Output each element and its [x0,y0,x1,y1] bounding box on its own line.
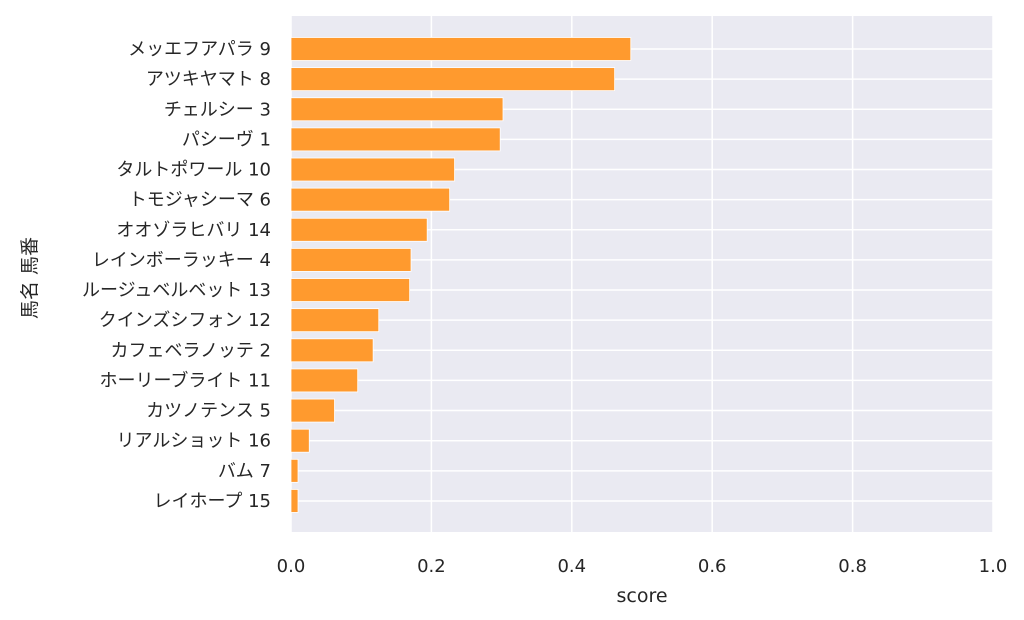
category-label: カツノテンス 5 [146,401,271,422]
category-labels: メッエフアパラ 9 アツキヤマト 8 チェルシー 3 パシーヴ 1 タルトポワール 10… [82,39,271,512]
bar [290,368,359,393]
bar [290,67,616,92]
bar [290,37,632,61]
plot-background [291,16,993,532]
category-label: レイホープ 15 [153,491,271,512]
category-label: バム 7 [218,461,271,482]
bar [290,97,504,122]
x-tick-label: 0.4 [557,556,586,577]
category-label: パシーヴ 1 [182,129,271,150]
bar [290,127,501,152]
x-tick-label: 0.2 [417,556,446,577]
category-label: ルージュベルベット 13 [82,280,271,301]
category-label: レインボーラッキー 4 [92,250,271,271]
bar [290,308,380,333]
category-label: チェルシー 3 [164,99,271,120]
category-label: カフェベラノッテ 2 [111,340,271,361]
bar [290,338,374,363]
category-label: オオゾラヒバリ 14 [116,220,271,241]
category-label: メッエフアパラ 9 [128,39,271,60]
category-label: リアルショット 16 [117,431,271,452]
category-label: ホーリーブライト 11 [99,369,271,391]
bar [290,248,412,272]
bar [290,428,310,453]
category-label: タルトポワール 10 [116,160,271,181]
bar [290,489,299,513]
bar [290,458,299,483]
x-tick-label: 0.0 [277,556,306,577]
bar [290,278,411,302]
x-tick-labels: 0.0 0.2 0.4 0.6 0.8 1.0 [277,556,1008,577]
bar [290,157,455,182]
bar [290,187,451,212]
x-tick-label: 1.0 [979,556,1008,577]
category-label: クインズシフォン 12 [99,310,271,331]
y-axis-label: 馬名 馬番 [19,237,41,319]
bar [290,398,335,423]
category-label: アツキヤマト 8 [146,69,271,90]
bar [290,217,428,242]
category-label: トモジャシーマ 6 [129,190,271,211]
bars [290,37,632,513]
x-tick-label: 0.8 [838,556,867,577]
x-tick-label: 0.6 [698,556,727,577]
x-axis-label: score [616,585,667,607]
